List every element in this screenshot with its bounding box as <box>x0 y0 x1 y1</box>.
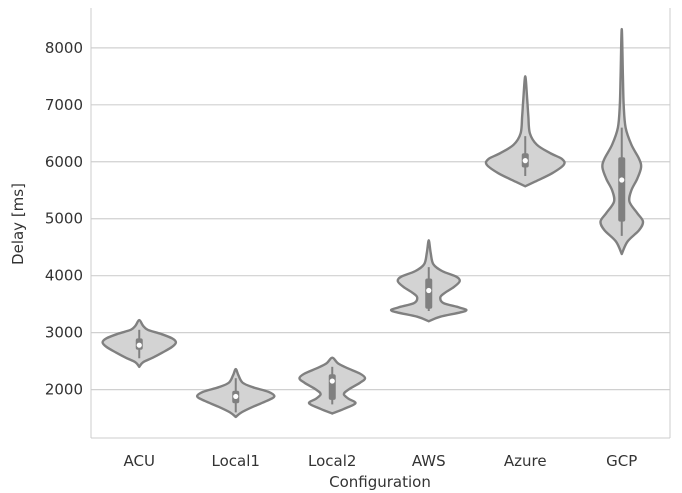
y-axis-label: Delay [ms] <box>9 183 27 265</box>
violin-gcp <box>599 27 645 256</box>
x-axis-label: Configuration <box>329 473 431 491</box>
x-tick-label: ACU <box>124 452 155 470</box>
x-tick-labels: ACU Local1 Local2 AWS Azure GCP <box>124 452 638 470</box>
violin-local2 <box>298 356 367 415</box>
y-tick-label: 2000 <box>45 381 83 399</box>
violin-iqr-box <box>425 278 433 309</box>
y-tick-label: 6000 <box>45 153 83 171</box>
y-tick-labels: 2000 3000 4000 5000 6000 7000 8000 <box>45 39 83 399</box>
violin-median <box>426 287 432 294</box>
violin-median <box>329 378 335 384</box>
y-tick-label: 8000 <box>45 39 83 57</box>
violin-iqr-box <box>618 157 626 222</box>
violin-median <box>233 393 239 400</box>
violin-layer <box>101 27 645 419</box>
violin-iqr-box <box>328 374 336 400</box>
violin-azure <box>484 75 566 188</box>
grid-layer <box>91 47 670 391</box>
axes-layer <box>90 8 671 439</box>
violin-aws <box>389 239 468 323</box>
y-tick-label: 5000 <box>45 210 83 228</box>
x-tick-label: Local2 <box>308 452 356 470</box>
violin-body <box>484 75 566 188</box>
violin-acu <box>101 318 178 369</box>
x-tick-label: GCP <box>606 452 637 470</box>
violin-median <box>136 342 142 348</box>
y-tick-label: 3000 <box>45 324 83 342</box>
x-tick-label: Azure <box>504 452 547 470</box>
x-tick-label: AWS <box>412 452 446 470</box>
y-tick-label: 4000 <box>45 267 83 285</box>
violin-median <box>619 177 625 183</box>
y-tick-label: 7000 <box>45 96 83 114</box>
violin-median <box>522 158 528 164</box>
x-tick-label: Local1 <box>212 452 260 470</box>
violin-local1 <box>195 367 276 419</box>
